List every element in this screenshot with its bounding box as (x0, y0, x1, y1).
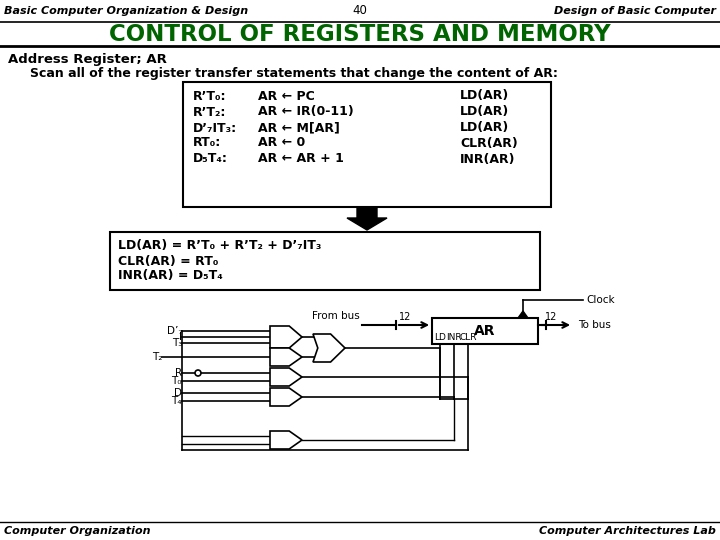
Text: AR ← 0: AR ← 0 (258, 137, 305, 150)
Text: From bus: From bus (312, 311, 360, 321)
Text: Computer Organization: Computer Organization (4, 526, 150, 536)
Bar (2, 23, 718, 46)
Text: I: I (179, 332, 182, 342)
Text: R’T₂:: R’T₂: (193, 105, 226, 118)
Text: D: D (174, 388, 182, 398)
Text: 12: 12 (545, 312, 557, 322)
Text: AR ← IR(0-11): AR ← IR(0-11) (258, 105, 354, 118)
Bar (2, 46, 718, 522)
Text: INR: INR (446, 333, 462, 342)
Text: CLR: CLR (459, 333, 477, 342)
Polygon shape (270, 388, 302, 406)
Text: LD(AR): LD(AR) (460, 105, 509, 118)
Polygon shape (518, 311, 528, 318)
Circle shape (195, 370, 201, 376)
Polygon shape (270, 368, 302, 386)
Text: Scan all of the register transfer statements that change the content of AR:: Scan all of the register transfer statem… (30, 68, 558, 80)
Text: LD(AR): LD(AR) (460, 90, 509, 103)
Text: 12: 12 (399, 312, 411, 322)
Polygon shape (313, 334, 345, 362)
Text: Basic Computer Organization & Design: Basic Computer Organization & Design (4, 6, 248, 16)
Text: LD(AR) = R’T₀ + R’T₂ + D’₇IT₃: LD(AR) = R’T₀ + R’T₂ + D’₇IT₃ (118, 240, 321, 253)
Text: D’₇IT₃:: D’₇IT₃: (193, 122, 237, 134)
Text: RT₀:: RT₀: (193, 137, 221, 150)
Polygon shape (347, 207, 387, 230)
Text: CONTROL OF REGISTERS AND MEMORY: CONTROL OF REGISTERS AND MEMORY (109, 23, 611, 46)
Text: AR ← PC: AR ← PC (258, 90, 315, 103)
Text: LD: LD (434, 333, 446, 342)
Text: LD(AR): LD(AR) (460, 122, 509, 134)
Polygon shape (270, 326, 302, 348)
Text: AR ← M[AR]: AR ← M[AR] (258, 122, 340, 134)
Text: Clock: Clock (586, 295, 615, 305)
Text: To bus: To bus (578, 320, 611, 330)
Bar (183, 82, 551, 207)
Text: CLR(AR): CLR(AR) (460, 137, 518, 150)
Bar (0, 0, 720, 22)
Polygon shape (270, 348, 302, 366)
Text: T₀: T₀ (171, 376, 182, 386)
Text: INR(AR): INR(AR) (460, 152, 516, 165)
Polygon shape (270, 431, 302, 449)
Text: Design of Basic Computer: Design of Basic Computer (554, 6, 716, 16)
Text: R’T₀:: R’T₀: (193, 90, 227, 103)
Text: R: R (175, 368, 182, 378)
Text: T₃: T₃ (171, 338, 182, 348)
Bar (432, 318, 538, 344)
Text: D’₇: D’₇ (166, 326, 182, 336)
Text: AR ← AR + 1: AR ← AR + 1 (258, 152, 344, 165)
Bar (110, 232, 540, 290)
Text: T₄: T₄ (171, 396, 182, 406)
Text: AR: AR (474, 324, 496, 338)
Text: T₂: T₂ (152, 352, 162, 362)
Text: INR(AR) = D₅T₄: INR(AR) = D₅T₄ (118, 269, 222, 282)
Text: D₅T₄:: D₅T₄: (193, 152, 228, 165)
Text: CLR(AR) = RT₀: CLR(AR) = RT₀ (118, 254, 218, 267)
Text: Address Register; AR: Address Register; AR (8, 53, 167, 66)
Text: Computer Architectures Lab: Computer Architectures Lab (539, 526, 716, 536)
Text: 40: 40 (353, 4, 367, 17)
